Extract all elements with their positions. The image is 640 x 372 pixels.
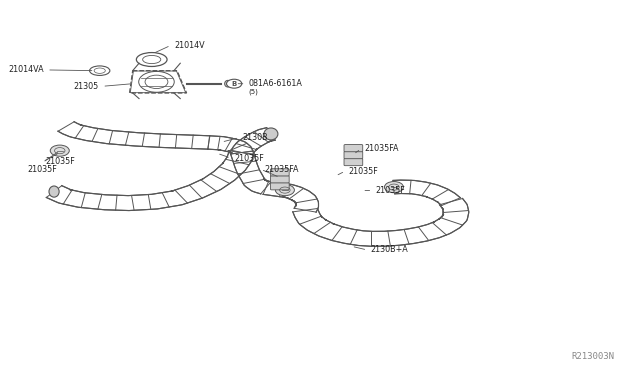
Polygon shape	[230, 151, 271, 194]
Polygon shape	[58, 122, 209, 149]
Text: 21035F: 21035F	[348, 167, 378, 176]
Text: 21035FA: 21035FA	[364, 144, 399, 153]
Polygon shape	[46, 151, 254, 211]
Text: 21035FA: 21035FA	[264, 165, 298, 174]
Text: 2130B: 2130B	[243, 133, 268, 142]
Text: 21035F: 21035F	[28, 165, 58, 174]
FancyBboxPatch shape	[271, 183, 289, 190]
Text: R213003N: R213003N	[572, 352, 614, 361]
Polygon shape	[293, 199, 468, 246]
FancyBboxPatch shape	[344, 145, 363, 152]
Circle shape	[275, 185, 294, 196]
FancyBboxPatch shape	[344, 158, 363, 166]
Text: 21305: 21305	[74, 82, 99, 91]
Polygon shape	[263, 182, 319, 212]
Text: 21014VA: 21014VA	[8, 65, 44, 74]
Text: 21014V: 21014V	[174, 41, 205, 50]
Polygon shape	[393, 180, 460, 205]
Text: B: B	[232, 81, 237, 87]
Polygon shape	[58, 122, 209, 149]
Polygon shape	[207, 136, 253, 154]
Polygon shape	[230, 151, 271, 194]
Polygon shape	[129, 71, 187, 93]
Polygon shape	[231, 128, 275, 155]
Polygon shape	[46, 151, 254, 211]
Text: 21035F: 21035F	[46, 157, 76, 166]
Text: 2130B+A: 2130B+A	[371, 246, 408, 254]
FancyBboxPatch shape	[271, 169, 289, 176]
Text: 21035F: 21035F	[376, 186, 405, 195]
Ellipse shape	[225, 80, 231, 87]
Polygon shape	[207, 136, 253, 154]
Polygon shape	[263, 182, 319, 212]
FancyBboxPatch shape	[271, 176, 289, 183]
FancyBboxPatch shape	[344, 151, 363, 159]
Text: (5): (5)	[249, 89, 259, 95]
Text: 081A6-6161A: 081A6-6161A	[249, 79, 303, 88]
Circle shape	[227, 79, 242, 88]
Ellipse shape	[264, 128, 278, 140]
Circle shape	[385, 182, 403, 193]
Polygon shape	[231, 128, 275, 155]
Ellipse shape	[49, 186, 59, 197]
Text: 21035F: 21035F	[234, 154, 264, 163]
Circle shape	[51, 145, 69, 156]
Polygon shape	[393, 180, 460, 205]
Polygon shape	[293, 199, 468, 246]
